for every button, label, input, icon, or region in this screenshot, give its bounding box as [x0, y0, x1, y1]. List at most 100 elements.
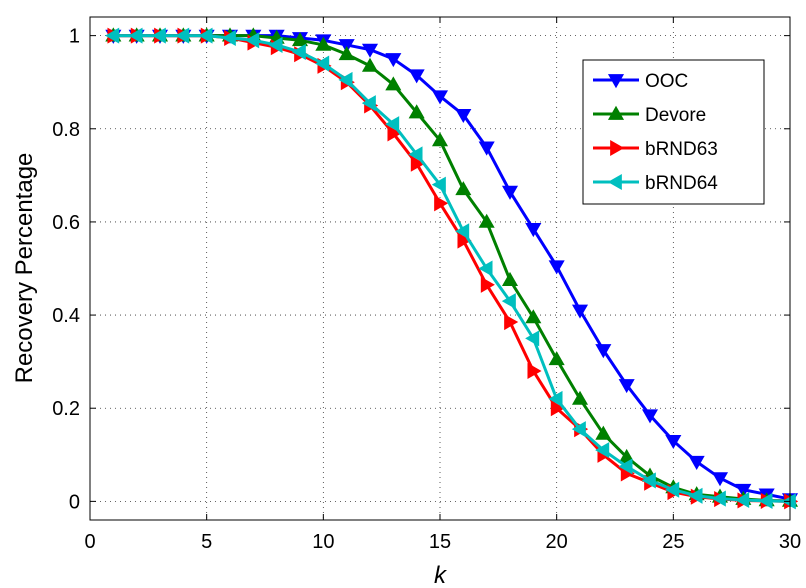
legend-label: Devore — [645, 105, 706, 126]
data-point — [431, 90, 449, 105]
x-tick-label: 10 — [312, 531, 334, 553]
data-point — [478, 141, 495, 156]
data-point — [431, 176, 446, 193]
data-point — [338, 39, 355, 54]
data-point — [408, 146, 423, 163]
data-point — [618, 458, 633, 475]
data-point — [455, 181, 472, 196]
data-point — [385, 53, 402, 68]
x-tick-label: 25 — [662, 531, 684, 553]
data-point — [711, 472, 729, 487]
data-point — [455, 223, 470, 240]
legend-label: bRND63 — [645, 139, 718, 160]
data-point — [385, 116, 400, 133]
data-point — [105, 27, 120, 44]
data-point — [408, 104, 425, 119]
x-tick-label: 0 — [84, 531, 95, 553]
ticks: 0 5 10 15 20 25 30 0 0.2 0.4 0.6 0.8 1 — [52, 17, 801, 553]
data-point — [735, 491, 750, 509]
data-point — [315, 36, 332, 51]
y-axis-label: Recovery Percentage — [11, 153, 38, 384]
y-tick-label: 0.6 — [52, 212, 80, 234]
data-point — [641, 409, 659, 424]
data-point — [245, 32, 260, 49]
legend-item-brnd63: bRND63 — [593, 139, 718, 160]
grid — [89, 17, 791, 520]
data-point — [501, 271, 519, 286]
data-point — [548, 351, 565, 366]
data-point — [387, 125, 402, 142]
series-brnd64 — [105, 27, 796, 510]
data-point — [361, 57, 379, 72]
legend-item-ooc: OOC — [593, 71, 688, 92]
data-point — [504, 314, 519, 331]
data-point — [571, 421, 586, 438]
data-point — [758, 492, 773, 509]
data-point — [455, 108, 472, 124]
data-point — [431, 132, 449, 147]
data-point — [711, 490, 726, 507]
data-point — [665, 434, 682, 450]
data-point — [527, 362, 542, 379]
legend: OOC Devore bRND63 bRND64 — [582, 59, 765, 205]
x-tick-label: 20 — [546, 531, 568, 553]
series-layer — [105, 27, 799, 510]
y-tick-label: 0.2 — [52, 398, 80, 420]
legend-item-brnd64: bRND64 — [593, 173, 718, 194]
legend-marker — [607, 74, 625, 89]
data-point — [571, 390, 589, 405]
data-point — [434, 195, 449, 212]
data-point — [408, 69, 425, 84]
data-point — [478, 213, 495, 228]
data-point — [361, 95, 376, 112]
data-point — [618, 379, 635, 394]
x-tick-label: 5 — [201, 531, 212, 553]
data-point — [480, 276, 495, 293]
data-point — [735, 483, 752, 498]
data-point — [457, 232, 472, 249]
data-point — [501, 293, 516, 310]
data-point — [641, 472, 656, 489]
data-point — [128, 27, 143, 44]
legend-marker — [607, 173, 622, 191]
data-point — [291, 32, 309, 47]
legend-label: bRND64 — [645, 173, 718, 194]
x-axis-label: k — [434, 562, 448, 588]
legend-label: OOC — [645, 71, 688, 92]
legend-marker — [610, 139, 625, 157]
data-point — [548, 260, 565, 275]
legend-item-devore: Devore — [593, 105, 706, 126]
data-point — [221, 29, 236, 46]
x-tick-label: 30 — [779, 531, 801, 553]
data-point — [175, 27, 190, 44]
data-point — [525, 309, 542, 324]
data-point — [198, 27, 213, 44]
x-tick-label: 15 — [429, 531, 451, 553]
data-point — [688, 487, 703, 504]
data-point — [688, 455, 705, 470]
y-tick-label: 1 — [69, 26, 80, 48]
data-point — [665, 481, 680, 498]
data-point — [571, 304, 589, 319]
data-point — [338, 46, 355, 61]
data-point — [525, 223, 542, 238]
data-point — [315, 55, 330, 72]
legend-marker — [607, 105, 625, 120]
y-tick-label: 0.4 — [52, 305, 80, 327]
data-point — [361, 43, 379, 58]
data-point — [410, 155, 425, 172]
data-point — [385, 76, 402, 91]
data-point — [501, 185, 519, 200]
y-tick-label: 0.8 — [52, 119, 80, 141]
data-point — [478, 260, 493, 277]
data-point — [550, 400, 565, 417]
data-point — [525, 330, 540, 347]
data-point — [595, 425, 612, 440]
data-point — [268, 36, 283, 53]
data-point — [595, 442, 610, 459]
y-tick-label: 0 — [69, 491, 80, 513]
data-point — [291, 43, 306, 60]
data-point — [338, 71, 353, 88]
data-point — [151, 27, 166, 44]
